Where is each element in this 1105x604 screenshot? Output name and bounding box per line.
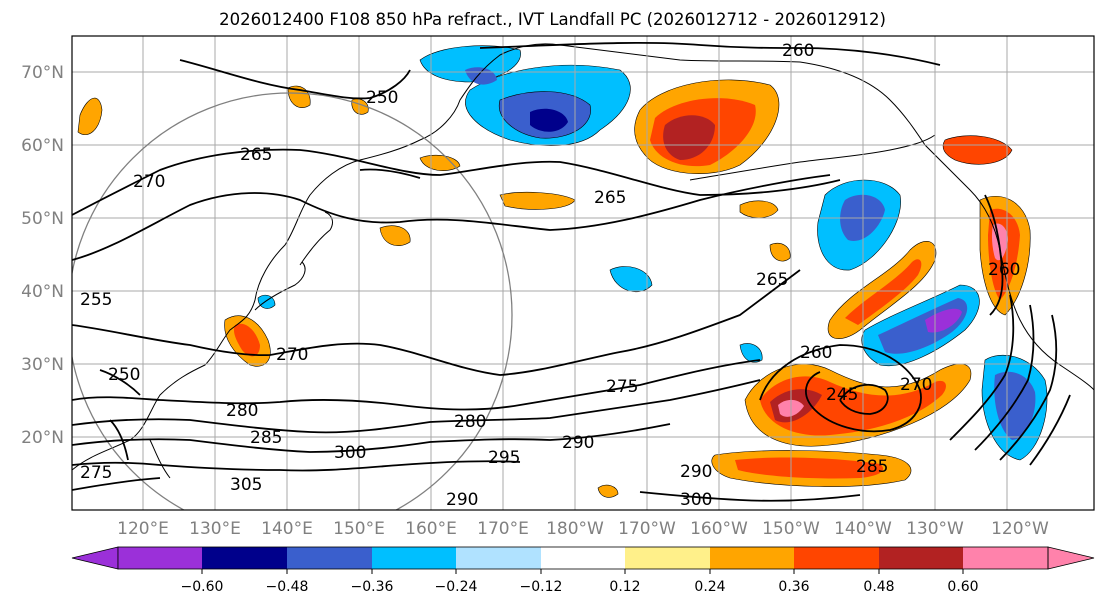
negative-anomaly-swirl-core [925, 308, 962, 333]
colorbar-border [117, 546, 1049, 570]
lon-label: 170°W [618, 519, 676, 539]
contour-label-group: 260 250 265 270 265 265 260 270 250 255 … [80, 41, 1020, 510]
colorbar-tick-label: 0.24 [694, 579, 725, 595]
colorbar-segment [879, 547, 963, 569]
colorbar-tick-label: −0.48 [266, 579, 309, 595]
positive-anomaly-alaska [942, 135, 1013, 165]
colorbar: −0.60 −0.48 −0.36 −0.24 −0.12 0.12 0.24 … [71, 546, 1095, 595]
colorbar-tick-label: 0.12 [609, 579, 640, 595]
colorbar-tick-label: −0.24 [435, 579, 478, 595]
lat-label: 60°N [21, 136, 64, 156]
colorbar-segment [118, 547, 202, 569]
colorbar-segment [710, 547, 794, 569]
colorbar-segment [202, 547, 287, 569]
colorbar-tick-label: 0.36 [778, 579, 809, 595]
contour-label: 280 [454, 412, 486, 432]
map-border [71, 35, 1095, 511]
patch-mid-4 [379, 225, 411, 246]
contour-label: 265 [756, 270, 788, 290]
contour-label: 290 [446, 490, 478, 510]
patch-mid-3 [769, 242, 791, 262]
lon-label: 140°E [261, 519, 313, 539]
lon-label: 140°W [834, 519, 892, 539]
contour-label: 270 [900, 375, 932, 395]
lat-label: 30°N [21, 355, 64, 375]
contour-lines [72, 41, 1071, 502]
contour-label: 280 [226, 401, 258, 421]
contour-label: 260 [782, 41, 814, 61]
contour-label: 255 [80, 290, 112, 310]
contour-label: 270 [276, 345, 308, 365]
colorbar-tick-label: −0.12 [520, 579, 563, 595]
negative-anomaly-north [419, 45, 521, 83]
colorbar-extend-max [1047, 546, 1095, 570]
map-title: 2026012400 F108 850 hPa refract., IVT La… [219, 10, 886, 29]
lon-label: 180°W [546, 519, 604, 539]
lon-label: 160°W [690, 519, 748, 539]
contour-label: 290 [562, 433, 594, 453]
positive-anomaly-japan-core [233, 323, 260, 357]
contour-label: 245 [826, 385, 858, 405]
lon-label: 150°E [333, 519, 385, 539]
colorbar-segment [456, 547, 541, 569]
lon-label: 130°W [906, 519, 964, 539]
lon-label: 150°W [762, 519, 820, 539]
lon-label: 130°E [189, 519, 241, 539]
colorbar-segment [963, 547, 1048, 569]
lon-label: 170°E [477, 519, 529, 539]
contour-label: 300 [334, 443, 366, 463]
contour-label: 270 [133, 172, 165, 192]
latitude-axis: 70°N 60°N 50°N 40°N 30°N 20°N [21, 63, 64, 448]
lat-label: 40°N [21, 282, 64, 302]
contour-label: 285 [856, 457, 888, 477]
patch-mid-2 [739, 200, 779, 219]
patch-south-1 [597, 484, 619, 498]
patch-blue-south [739, 343, 763, 363]
contour-label: 300 [680, 490, 712, 510]
negative-anomaly-far-east-core [994, 371, 1036, 440]
negative-anomaly-kamchatka-deep [530, 108, 568, 132]
positive-anomaly-bering-core [663, 115, 715, 160]
contour-label: 290 [680, 462, 712, 482]
contour-label: 260 [800, 343, 832, 363]
lat-label: 20°N [21, 428, 64, 448]
lon-label: 160°E [405, 519, 457, 539]
contour-label: 295 [488, 448, 520, 468]
patch-mid-5 [419, 154, 461, 171]
colorbar-tick-label: −0.36 [351, 579, 394, 595]
contour-label: 285 [250, 428, 282, 448]
colorbar-extend-min [71, 546, 119, 570]
colorbar-segment [372, 547, 456, 569]
colorbar-segment [625, 547, 710, 569]
colorbar-tick-label: −0.60 [181, 579, 224, 595]
lat-label: 70°N [21, 63, 64, 83]
colorbar-tick-label: 0.60 [947, 579, 978, 595]
contour-label: 260 [988, 260, 1020, 280]
lon-label: 120°E [117, 519, 169, 539]
contour-label: 265 [594, 188, 626, 208]
lon-label: 120°W [991, 519, 1049, 539]
contour-label: 250 [108, 365, 140, 385]
patch-blue-mid [609, 266, 653, 293]
positive-anomaly-plume-north-core [845, 259, 922, 325]
positive-anomaly-south-band-core [735, 457, 884, 479]
colorbar-segment [794, 547, 879, 569]
patch-west-1 [77, 97, 103, 136]
colorbar-tick-label: 0.48 [863, 579, 894, 595]
colorbar-segment [541, 547, 625, 569]
contour-label: 305 [230, 475, 262, 495]
contour-label: 275 [606, 377, 638, 397]
lat-label: 50°N [21, 209, 64, 229]
range-circle [72, 92, 513, 510]
colorbar-segment [287, 547, 372, 569]
contour-label: 250 [366, 88, 398, 108]
longitude-axis: 120°E 130°E 140°E 150°E 160°E 170°E 180°… [117, 519, 1049, 539]
colorbar-ticks [201, 569, 964, 574]
contour-label: 265 [240, 145, 272, 165]
contour-label: 275 [80, 463, 112, 483]
